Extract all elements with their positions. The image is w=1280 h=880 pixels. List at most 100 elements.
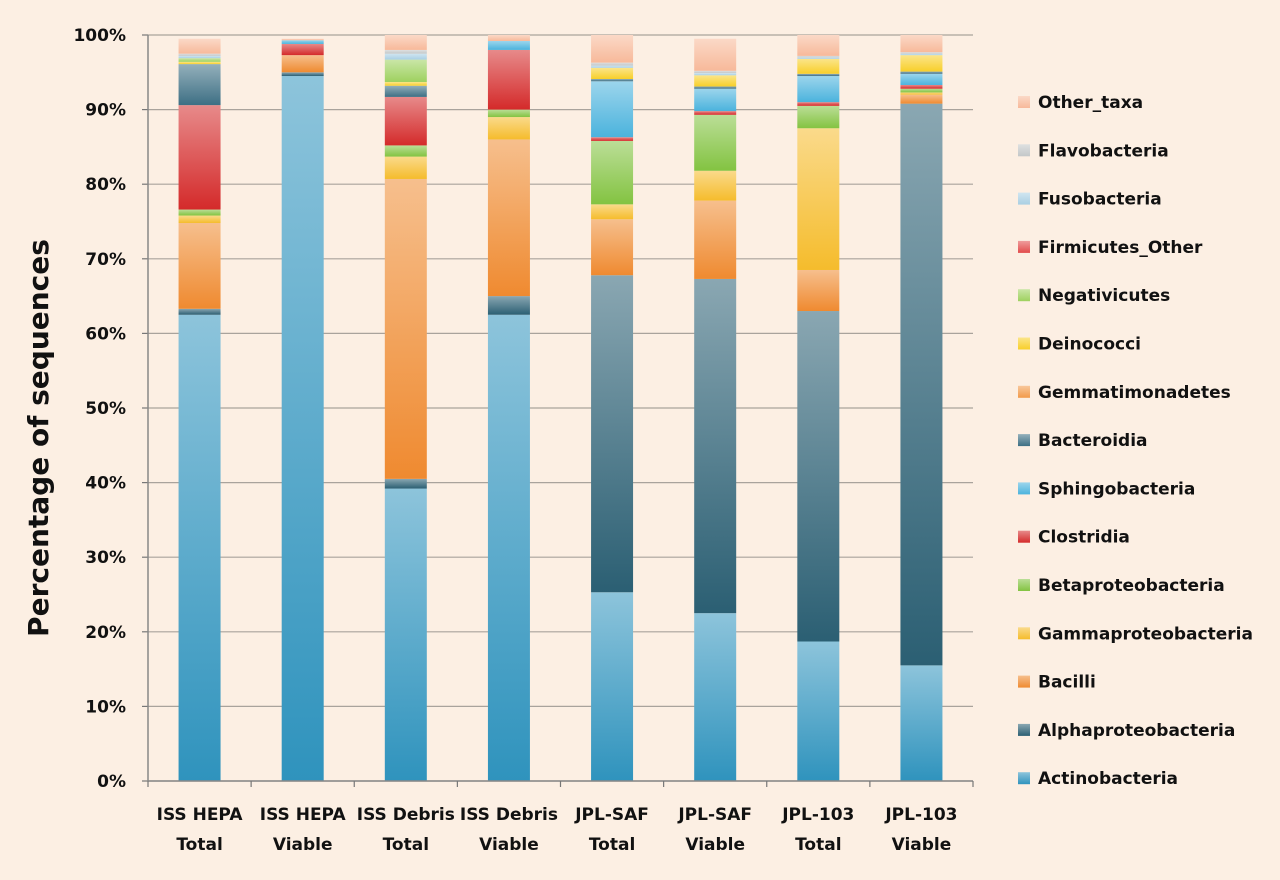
bar-segment-gammaproteobacteria <box>178 215 221 223</box>
bar-segment-deinococci <box>384 81 427 86</box>
bar-segment-flavobacteria <box>591 62 634 66</box>
legend-swatch <box>1018 289 1030 302</box>
legend-item: Fusobacteria <box>1018 190 1162 210</box>
legend-swatch <box>1018 482 1030 495</box>
bar-segment-other-taxa <box>591 35 634 63</box>
bar-segment-fusobacteria <box>178 55 221 59</box>
bar-segment-flavobacteria <box>178 53 221 56</box>
y-tick-label: 20% <box>85 623 126 643</box>
legend-item: Actinobacteria <box>1018 769 1178 789</box>
x-tick-label: JPL-SAF <box>574 805 649 825</box>
bar-segment-bacilli <box>178 222 221 309</box>
legend-label: Flavobacteria <box>1038 141 1169 161</box>
y-tick-label: 0% <box>97 772 126 792</box>
bar-segment-bacteroidia <box>178 64 221 106</box>
legend-item: Bacteroidia <box>1018 431 1148 451</box>
bars <box>178 35 943 781</box>
y-tick-label: 90% <box>85 101 126 121</box>
bar-segment-actinobacteria <box>178 314 221 781</box>
bar-segment-actinobacteria <box>694 613 737 781</box>
axes: 0% 10% 20% 30% 40% 50% 60% 70% 80% 90% 100% ISS HEP… <box>73 26 974 855</box>
bar-segment-other-taxa <box>694 38 737 71</box>
bar-segment-sphingobacteria <box>900 73 943 85</box>
bar-segment-bacteroidia <box>900 71 943 74</box>
x-tick-label: Total <box>795 835 841 855</box>
legend-label: Clostridia <box>1038 528 1130 548</box>
bar-segment-gammaproteobacteria <box>384 156 427 179</box>
bar-segment-clostridia <box>487 49 530 110</box>
bar-segment-gammaproteobacteria <box>591 204 634 220</box>
legend-swatch <box>1018 579 1030 591</box>
bar-segment-alphaproteobacteria <box>281 72 324 77</box>
bar-segment-deinococci <box>591 67 634 80</box>
legend-item: Gammaproteobacteria <box>1018 624 1253 644</box>
legend-label: Bacteroidia <box>1038 431 1148 451</box>
bar-segment-actinobacteria <box>384 488 427 781</box>
bar-segment-betaproteobacteria <box>694 114 737 171</box>
legend-label: Alphaproteobacteria <box>1038 721 1235 741</box>
bar-segment-other-taxa <box>178 38 221 54</box>
bar-segment-actinobacteria <box>900 665 943 781</box>
bar-segment-clostridia <box>591 137 634 141</box>
bar-segment-actinobacteria <box>487 314 530 781</box>
bar-segment-gammaproteobacteria <box>694 170 737 201</box>
bar-segment-bacilli <box>384 178 427 479</box>
bar-segment-fusobacteria <box>384 53 427 60</box>
bar-segment-betaproteobacteria <box>797 105 840 129</box>
gridlines <box>148 34 973 782</box>
bar-segment-flavobacteria <box>797 55 840 58</box>
bar-segment-alphaproteobacteria <box>591 275 634 593</box>
legend-swatch <box>1018 772 1030 785</box>
bar-segment-bacilli <box>694 200 737 279</box>
y-axis-title: Percentage of sequences <box>22 239 55 637</box>
bar-segment-sphingobacteria <box>281 40 324 44</box>
y-tick-label: 80% <box>85 175 126 195</box>
bar-segment-other-taxa <box>797 35 840 56</box>
legend-item: Deinococci <box>1018 335 1141 355</box>
bar-segment-bacteroidia <box>591 79 634 82</box>
legend-item: Clostridia <box>1018 528 1130 548</box>
bar-segment-clostridia <box>797 102 840 106</box>
legend: Other_taxa Flavobacteria Fusobacteria Firmi… <box>1018 93 1253 789</box>
bar-segment-sphingobacteria <box>797 76 840 103</box>
x-tick-label: Total <box>176 835 222 855</box>
legend-item: Gemmatimonadetes <box>1018 383 1231 403</box>
x-tick-label: Total <box>383 835 429 855</box>
bar-segment-fusobacteria <box>591 65 634 68</box>
bar-segment-other-taxa <box>900 35 943 53</box>
bar-segment-betaproteobacteria <box>591 140 634 205</box>
bar-segment-bacilli <box>281 55 324 73</box>
bar-segment-bacilli <box>900 94 943 104</box>
legend-swatch <box>1018 144 1030 157</box>
legend-item: Sphingobacteria <box>1018 479 1195 499</box>
legend-item: Bacilli <box>1018 673 1096 693</box>
x-tick-label: JPL-103 <box>781 805 854 825</box>
bar-segment-alphaproteobacteria <box>384 478 427 489</box>
bar-segment-betaproteobacteria <box>900 88 943 93</box>
bar-segment-other-taxa <box>281 38 324 41</box>
bar-segment-sphingobacteria <box>694 88 737 112</box>
x-tick-label: ISS Debris <box>460 805 558 825</box>
bar-segment-fusobacteria <box>900 53 943 56</box>
legend-label: Gammaproteobacteria <box>1038 624 1253 644</box>
legend-swatch <box>1018 675 1030 688</box>
legend-swatch <box>1018 240 1030 253</box>
bar-segment-flavobacteria <box>694 70 737 74</box>
legend-label: Gemmatimonadetes <box>1038 383 1231 403</box>
bar-segment-sphingobacteria <box>487 40 530 50</box>
bar-segment-bacilli <box>487 139 530 297</box>
legend-item: Flavobacteria <box>1018 141 1169 161</box>
bar-segment-other-taxa <box>384 35 427 50</box>
y-tick-label: 50% <box>85 399 126 419</box>
legend-label: Sphingobacteria <box>1038 479 1195 499</box>
bar-segment-clostridia <box>178 105 221 210</box>
legend-swatch <box>1018 337 1030 350</box>
bar-segment-sphingobacteria <box>591 81 634 138</box>
legend-item: Negativicutes <box>1018 286 1170 306</box>
bar-segment-fusobacteria <box>797 57 840 59</box>
legend-swatch <box>1018 627 1030 640</box>
bar-segment-alphaproteobacteria <box>900 103 943 666</box>
legend-label: Other_taxa <box>1038 93 1143 113</box>
bar-segment-betaproteobacteria <box>487 109 530 118</box>
legend-swatch <box>1018 385 1030 398</box>
